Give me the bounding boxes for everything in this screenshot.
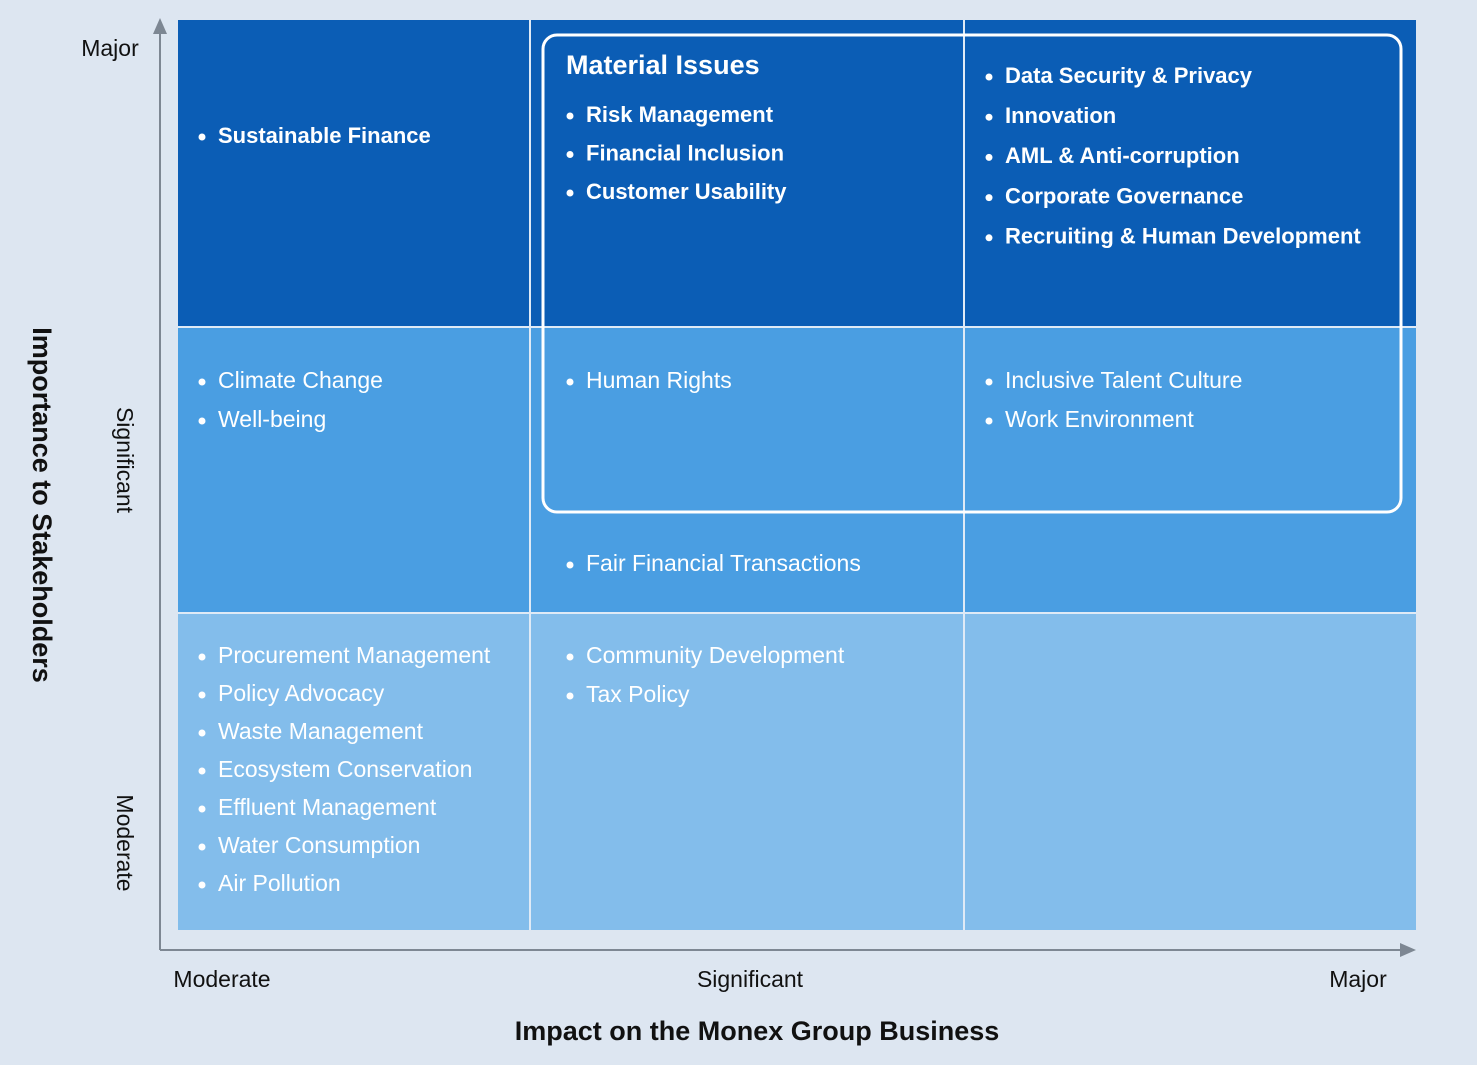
bullet	[985, 113, 993, 121]
issue-item: Water Consumption	[218, 832, 420, 858]
issue-item: Ecosystem Conservation	[218, 756, 472, 782]
issue-item: Customer Usability	[586, 179, 787, 204]
y-arrow	[153, 18, 167, 34]
issue-item: Financial Inclusion	[586, 140, 784, 165]
bullet	[198, 133, 206, 141]
issue-item: Climate Change	[218, 367, 383, 393]
bullet	[566, 561, 574, 569]
bullet	[198, 881, 206, 889]
issue-item: Policy Advocacy	[218, 680, 385, 706]
issue-item: Air Pollution	[218, 870, 341, 896]
bullet	[566, 653, 574, 661]
issue-item: Community Development	[586, 642, 845, 668]
issue-item: Data Security & Privacy	[1005, 63, 1253, 88]
bullet	[985, 73, 993, 81]
bullet	[198, 691, 206, 699]
material-issues-box	[541, 33, 1403, 514]
issue-item: Work Environment	[1005, 406, 1194, 432]
issue-item: Risk Management	[586, 102, 774, 127]
bullet	[985, 234, 993, 242]
issue-item: Recruiting & Human Development	[1005, 224, 1361, 249]
x-level: Major	[1329, 966, 1387, 992]
issue-item: Tax Policy	[586, 681, 690, 707]
issue-item: Well-being	[218, 406, 326, 432]
bullet	[198, 767, 206, 775]
row-moderate	[178, 613, 1416, 930]
bullet	[566, 189, 574, 197]
x-axis-title: Impact on the Monex Group Business	[515, 1016, 1000, 1046]
y-level: Moderate	[112, 794, 138, 891]
x-level: Moderate	[173, 966, 270, 992]
bullet	[198, 417, 206, 425]
bullet	[985, 417, 993, 425]
issue-item: Sustainable Finance	[218, 123, 431, 148]
bullet	[566, 112, 574, 120]
cell-dividers	[178, 20, 1416, 930]
bullet	[198, 653, 206, 661]
bullet	[566, 692, 574, 700]
bullet	[985, 194, 993, 202]
issue-item: Innovation	[1005, 103, 1116, 128]
row-significant	[178, 327, 1416, 613]
issue-item: Inclusive Talent Culture	[1005, 367, 1242, 393]
issue-item: Fair Financial Transactions	[586, 550, 861, 576]
bullet	[198, 378, 206, 386]
issue-lists: Sustainable Finance Risk Management Financ…	[198, 63, 1361, 896]
row-major	[178, 20, 1416, 327]
bullet	[566, 151, 574, 158]
issue-item: Procurement Management	[218, 642, 491, 668]
issue-item: AML & Anti-corruption	[1005, 143, 1240, 168]
bullet	[198, 843, 206, 851]
x-arrow	[1400, 943, 1416, 957]
issue-item: Waste Management	[218, 718, 424, 744]
bullet	[198, 805, 206, 813]
issue-item: Effluent Management	[218, 794, 437, 820]
issue-item: Corporate Governance	[1005, 183, 1243, 208]
bullet	[985, 153, 993, 161]
issue-item: Human Rights	[586, 367, 732, 393]
bullet	[566, 378, 574, 386]
y-axis-title: Importance to Stakeholders	[27, 327, 57, 683]
bullet	[985, 378, 993, 386]
y-level: Significant	[112, 407, 138, 514]
material-issues-title: Material Issues	[566, 50, 760, 80]
axes	[153, 18, 1416, 957]
x-level: Significant	[697, 966, 804, 992]
y-level: Major	[81, 35, 139, 61]
bullet	[198, 729, 206, 737]
